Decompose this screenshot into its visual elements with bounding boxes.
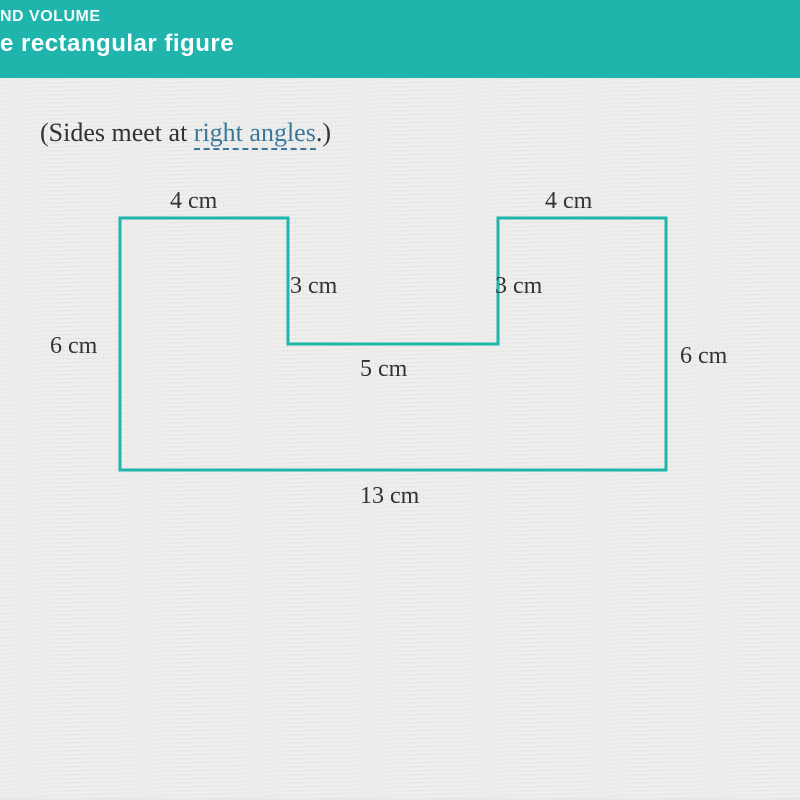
measurement-label: 6 cm xyxy=(680,343,727,370)
figure-container: 4 cm 4 cm 3 cm 3 cm 6 cm 6 cm 5 cm 13 cm xyxy=(40,178,740,678)
header-subtitle: ND VOLUME xyxy=(0,8,800,26)
measurement-label: 6 cm xyxy=(50,333,97,360)
measurement-label: 3 cm xyxy=(495,273,542,300)
header-bar: ND VOLUME e rectangular figure xyxy=(0,0,800,78)
right-angles-link[interactable]: right angles xyxy=(194,118,316,150)
content-area: (Sides meet at right angles.) 4 cm 4 cm 3 … xyxy=(0,78,800,798)
figure-outline xyxy=(120,218,666,470)
instruction-prefix: (Sides meet at xyxy=(40,118,194,147)
instruction-text: (Sides meet at right angles.) xyxy=(40,118,780,148)
measurement-label: 3 cm xyxy=(290,273,337,300)
measurement-label: 4 cm xyxy=(545,188,592,215)
instruction-suffix: .) xyxy=(316,118,331,147)
measurement-label: 13 cm xyxy=(360,483,419,510)
header-title: e rectangular figure xyxy=(0,30,800,58)
measurement-label: 5 cm xyxy=(360,356,407,383)
measurement-label: 4 cm xyxy=(170,188,217,215)
